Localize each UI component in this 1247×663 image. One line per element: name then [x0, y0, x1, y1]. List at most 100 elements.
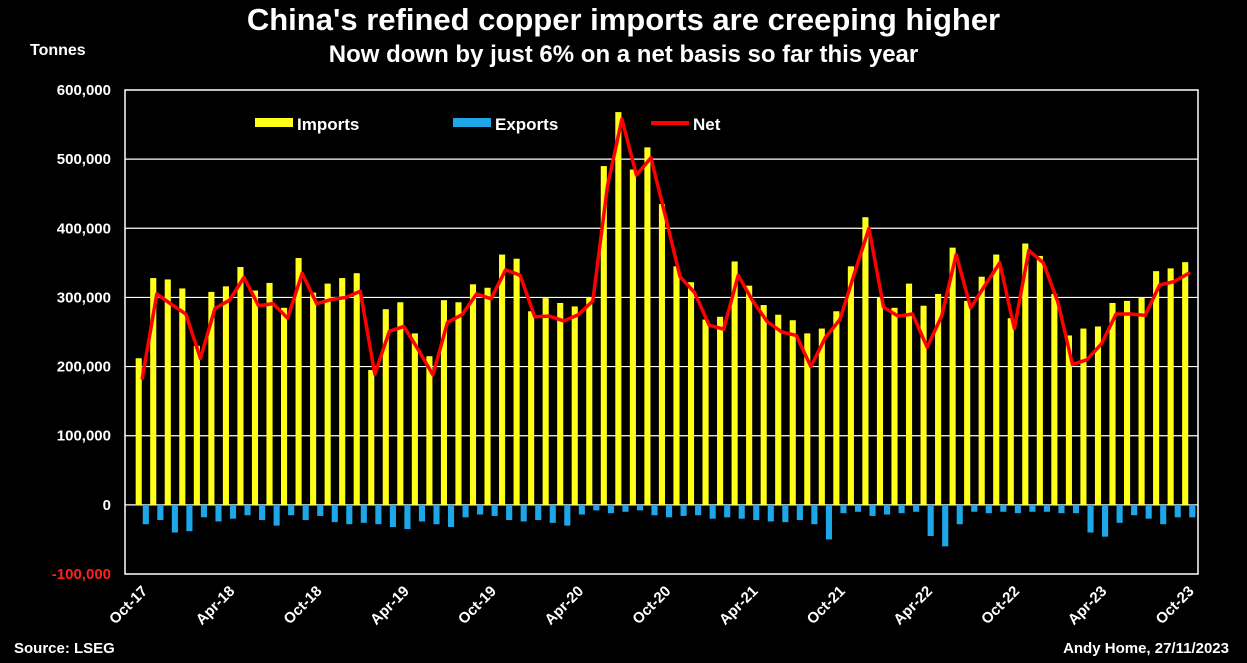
- imports-bar: [629, 169, 636, 505]
- imports-bar: [222, 286, 229, 505]
- exports-bar: [346, 504, 353, 525]
- imports-bar: [324, 283, 331, 505]
- exports-bar: [273, 504, 280, 526]
- exports-bar: [1014, 504, 1021, 514]
- imports-bar: [702, 319, 709, 505]
- imports-bar: [164, 279, 171, 505]
- exports-bar: [477, 504, 484, 515]
- imports-bar: [949, 247, 956, 505]
- exports-bar: [229, 504, 237, 519]
- net-line-group: [140, 117, 1191, 381]
- imports-bar: [1080, 328, 1087, 505]
- imports-bar: [397, 302, 404, 505]
- x-tick-label: Oct-17: [106, 583, 151, 628]
- x-tick-label: Oct-19: [455, 583, 500, 628]
- imports-bar: [281, 307, 288, 505]
- imports-bar: [193, 345, 200, 505]
- exports-bar: [724, 504, 731, 518]
- imports-bar: [847, 266, 854, 505]
- legend: Imports Exports Net: [255, 115, 721, 134]
- imports-bar: [644, 147, 651, 505]
- imports-bar: [789, 320, 796, 505]
- exports-bar: [985, 504, 992, 514]
- exports-bar: [796, 504, 803, 521]
- exports-bar: [825, 504, 832, 540]
- imports-bar: [484, 287, 491, 505]
- imports-bar: [615, 112, 622, 505]
- exports-bar: [854, 504, 862, 512]
- imports-bar: [804, 333, 811, 505]
- imports-bar: [1036, 255, 1043, 505]
- exports-bar: [1000, 504, 1007, 512]
- imports-bar: [717, 316, 724, 505]
- imports-bar: [1109, 302, 1116, 505]
- imports-bar: [673, 266, 680, 505]
- y-tick-label: 600,000: [57, 82, 111, 99]
- x-tick-label: Apr-18: [193, 583, 239, 629]
- exports-bar: [636, 504, 644, 511]
- imports-bar: [339, 278, 346, 505]
- imports-bar: [310, 292, 317, 505]
- imports-bar: [135, 358, 142, 505]
- imports-bar: [1123, 300, 1131, 505]
- exports-bar: [259, 504, 266, 521]
- imports-bar: [687, 282, 695, 505]
- imports-bar: [1065, 335, 1072, 505]
- x-tick-label: Apr-19: [367, 583, 413, 629]
- y-tick-label: 500,000: [57, 151, 111, 168]
- imports-bar: [1138, 297, 1145, 505]
- x-tick-label: Oct-21: [804, 583, 849, 628]
- imports-bar: [905, 283, 913, 505]
- legend-swatch-imports: [255, 118, 293, 127]
- exports-bar: [331, 504, 338, 523]
- exports-bar: [1131, 504, 1138, 516]
- exports-bar: [956, 504, 963, 525]
- imports-bar: [455, 302, 462, 505]
- imports-bar: [513, 258, 520, 505]
- exports-bar: [215, 504, 222, 522]
- y-tick-label: 0: [103, 497, 111, 514]
- imports-bar: [731, 261, 738, 505]
- exports-bar: [869, 504, 876, 516]
- imports-bar: [586, 297, 593, 505]
- imports-bar: [600, 166, 607, 505]
- exports-bar: [404, 504, 411, 530]
- imports-bar: [411, 333, 418, 505]
- y-tick-label: 200,000: [57, 359, 111, 376]
- exports-bar: [1174, 504, 1181, 518]
- exports-bar: [898, 504, 905, 514]
- y-axis-ticks: 600,000 500,000 400,000 300,000 200,000 100,0…: [52, 82, 111, 583]
- exports-bar: [695, 504, 702, 516]
- x-axis-ticks: Oct-17 Apr-18 Oct-18 Apr-19 Oct-19 Apr-20 Oct-…: [106, 583, 1197, 629]
- exports-bar: [535, 504, 542, 521]
- legend-label-imports: Imports: [297, 115, 359, 134]
- exports-bar: [680, 504, 687, 516]
- x-tick-label: Oct-18: [280, 583, 325, 628]
- exports-bar: [1058, 504, 1065, 514]
- imports-bar: [440, 300, 447, 505]
- exports-bar: [738, 504, 745, 519]
- exports-bar: [549, 504, 556, 523]
- imports-bar: [179, 288, 186, 505]
- imports-bar: [862, 217, 869, 505]
- y-tick-label: 100,000: [57, 428, 111, 445]
- author-credit: Andy Home, 27/11/2023: [1063, 640, 1229, 657]
- x-tick-label: Apr-22: [890, 583, 936, 629]
- exports-bar: [360, 504, 367, 523]
- exports-bar: [375, 504, 382, 525]
- exports-bar: [593, 504, 600, 511]
- exports-bar: [288, 504, 295, 516]
- imports-bar: [571, 306, 578, 505]
- imports-bar: [658, 204, 665, 505]
- imports-bar: [150, 278, 157, 505]
- imports-bar: [760, 305, 767, 505]
- exports-bar: [811, 504, 818, 525]
- exports-bar: [927, 504, 934, 536]
- imports-bar: [1182, 262, 1189, 505]
- exports-bar: [1043, 504, 1050, 512]
- exports-bar: [753, 504, 760, 521]
- exports-bar: [433, 504, 440, 525]
- exports-bar: [302, 504, 309, 521]
- exports-bar: [622, 504, 629, 512]
- exports-bar: [157, 504, 164, 521]
